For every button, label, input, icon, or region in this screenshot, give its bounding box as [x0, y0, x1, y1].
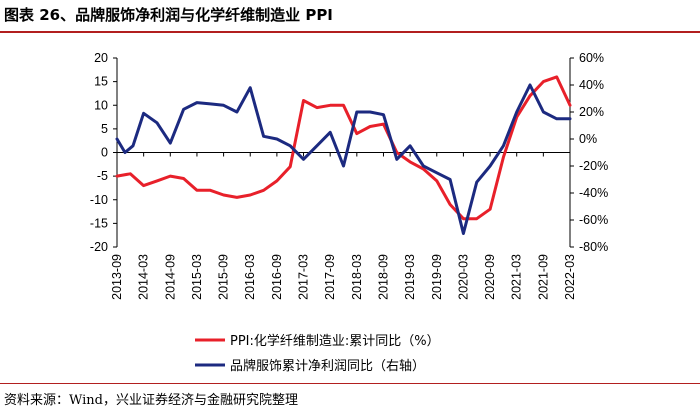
y-left-tick-label: 5 [101, 122, 108, 136]
x-tick-label: 2014-09 [163, 254, 177, 300]
title-divider [0, 31, 700, 33]
y-right-tick-label: -20% [579, 159, 608, 173]
x-tick-label: 2016-03 [243, 254, 257, 300]
y-right-tick-label: -40% [579, 186, 608, 200]
y-left-tick-label: -5 [97, 169, 108, 183]
source-divider [0, 383, 700, 384]
y-right-tick-label: 40% [579, 78, 604, 92]
y-left-tick-label: -15 [90, 216, 108, 230]
legend-label: 品牌服饰累计净利润同比（右轴） [230, 358, 425, 374]
x-tick-label: 2015-03 [190, 254, 204, 300]
x-tick-label: 2020-03 [456, 254, 470, 300]
y-right-tick-label: -80% [579, 240, 608, 254]
y-right-tick-label: 20% [579, 105, 604, 119]
series-line-ppi [115, 75, 572, 221]
y-left-tick-label: -20 [90, 240, 108, 254]
x-tick-label: 2014-03 [137, 254, 151, 300]
x-tick-label: 2022-03 [563, 254, 577, 300]
y-left-tick-label: 20 [94, 51, 108, 65]
x-tick-label: 2017-09 [323, 254, 337, 300]
y-left-tick-label: 10 [94, 98, 108, 112]
y-left-tick-label: 15 [94, 75, 108, 89]
x-tick-label: 2015-09 [217, 254, 231, 300]
series-line-apparel-profit [115, 83, 572, 235]
x-tick-label: 2019-09 [430, 254, 444, 300]
x-tick-label: 2019-03 [403, 254, 417, 300]
x-tick-label: 2021-09 [536, 254, 550, 300]
legend-label: PPI:化学纤维制造业:累计同比（%） [230, 333, 440, 349]
x-tick-label: 2016-09 [270, 254, 284, 300]
x-tick-label: 2018-09 [376, 254, 390, 300]
y-right-tick-label: 60% [579, 51, 604, 65]
y-left-tick-label: -10 [90, 193, 108, 207]
y-left-tick-label: 0 [101, 146, 108, 160]
x-tick-label: 2020-09 [483, 254, 497, 300]
x-tick-label: 2017-03 [297, 254, 311, 300]
source-note: 资料来源：Wind，兴业证券经济与金融研究院整理 [4, 393, 298, 408]
y-right-tick-label: -60% [579, 213, 608, 227]
x-tick-label: 2013-09 [110, 254, 124, 300]
y-right-tick-label: 0% [579, 132, 597, 146]
x-tick-label: 2021-03 [510, 254, 524, 300]
x-tick-label: 2018-03 [350, 254, 364, 300]
chart-title: 图表 26、品牌服饰净利润与化学纤维制造业 PPI [4, 6, 333, 24]
line-chart: 20 15 10 5 0 -5 -10 -15 -20 60% 40% 20% 0% -20% -40% -6… [90, 51, 608, 374]
